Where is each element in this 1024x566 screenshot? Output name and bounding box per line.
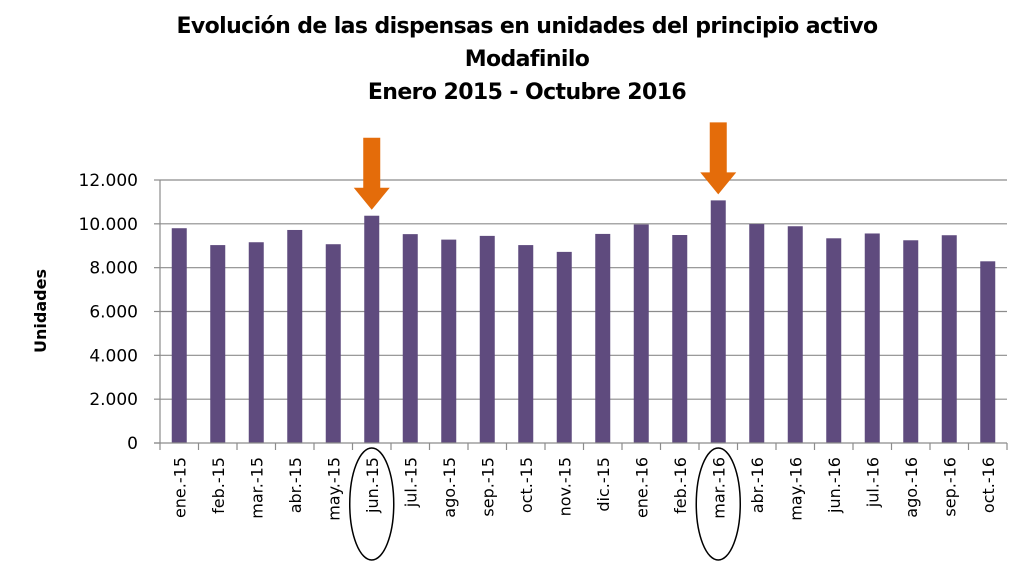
bar-mar.-16 [710, 200, 726, 443]
highlight-ellipse [695, 447, 741, 561]
arrow-icon [700, 122, 737, 195]
x-tick-label: abr.-16 [748, 457, 767, 513]
bar-feb.-15 [210, 245, 226, 443]
chart-title: Evolución de las dispensas en unidades d… [0, 10, 1024, 109]
y-tick-label: 2.000 [89, 390, 138, 410]
x-tick-label: ago.-15 [440, 457, 459, 518]
bar-jul.-15 [402, 234, 418, 443]
bar-may.-15 [325, 244, 341, 443]
gridlines [160, 179, 1007, 400]
bar-jul.-16 [864, 233, 880, 443]
bar-mar.-15 [248, 242, 264, 443]
bar-ene.-16 [633, 224, 649, 443]
bar-sep.-16 [941, 235, 957, 443]
x-tick-label: abr.-15 [286, 457, 305, 513]
x-tick-label: oct.-16 [979, 457, 998, 513]
bar-jun.-16 [826, 238, 842, 443]
chart-title-line-3: Enero 2015 - Octubre 2016 [367, 80, 687, 105]
x-axis-ticks: ene.-15 feb.-15 mar.-15 abr.-15 may.-15 jun.-… [159, 443, 1008, 521]
bars [171, 200, 996, 443]
bar-jun.-15 [364, 215, 380, 443]
x-tick-label: may.-16 [786, 457, 805, 521]
bar-oct.-15 [518, 245, 534, 443]
y-tick-label: 10.000 [79, 215, 138, 235]
bar-ago.-16 [903, 240, 919, 443]
bar-nov.-15 [556, 251, 572, 443]
x-tick-label: jul.-16 [863, 457, 882, 508]
x-tick-label: jul.-15 [401, 457, 420, 508]
y-tick-label: 8.000 [89, 259, 138, 279]
x-tick-label: mar.-16 [709, 457, 728, 519]
annotations [349, 122, 741, 561]
bar-abr.-16 [749, 224, 765, 443]
y-axis-title: Unidades [31, 269, 50, 353]
x-tick-label: feb.-15 [209, 457, 228, 514]
x-tick-label: mar.-15 [247, 457, 266, 519]
x-tick-label: sep.-16 [940, 457, 959, 517]
chart-title-line-1: Evolución de las dispensas en unidades d… [176, 14, 878, 39]
arrow-icon [353, 137, 390, 210]
highlight-ellipse [349, 447, 395, 561]
x-tick-label: ene.-15 [170, 457, 189, 518]
x-tick-label: feb.-16 [671, 457, 690, 514]
y-tick-label: 6.000 [89, 303, 138, 323]
bar-may.-16 [787, 226, 803, 443]
y-axis-ticks: 0 2.000 4.000 6.000 8.000 10.000 12.000 [79, 171, 160, 454]
x-tick-label: ene.-16 [632, 457, 651, 518]
x-tick-label: may.-15 [324, 457, 343, 521]
bar-dic.-15 [595, 233, 611, 443]
x-tick-label: sep.-15 [478, 457, 497, 517]
bar-abr.-15 [287, 229, 303, 443]
bar-sep.-15 [479, 235, 495, 443]
y-tick-label: 0 [127, 434, 138, 454]
axes [154, 180, 1007, 444]
x-tick-label: oct.-15 [517, 457, 536, 513]
bar-oct.-16 [980, 261, 996, 443]
y-tick-label: 12.000 [79, 171, 138, 191]
x-tick-label: nov.-15 [555, 457, 574, 516]
x-tick-label: dic.-15 [594, 457, 613, 512]
x-tick-label: ago.-16 [902, 457, 921, 518]
x-tick-label: jun.-15 [363, 457, 382, 514]
y-tick-label: 4.000 [89, 346, 138, 366]
x-tick-label: jun.-16 [825, 457, 844, 514]
bar-feb.-16 [672, 235, 688, 443]
bar-ago.-15 [441, 239, 457, 443]
bar-ene.-15 [171, 228, 187, 443]
chart-title-line-2: Modafinilo [464, 47, 590, 72]
